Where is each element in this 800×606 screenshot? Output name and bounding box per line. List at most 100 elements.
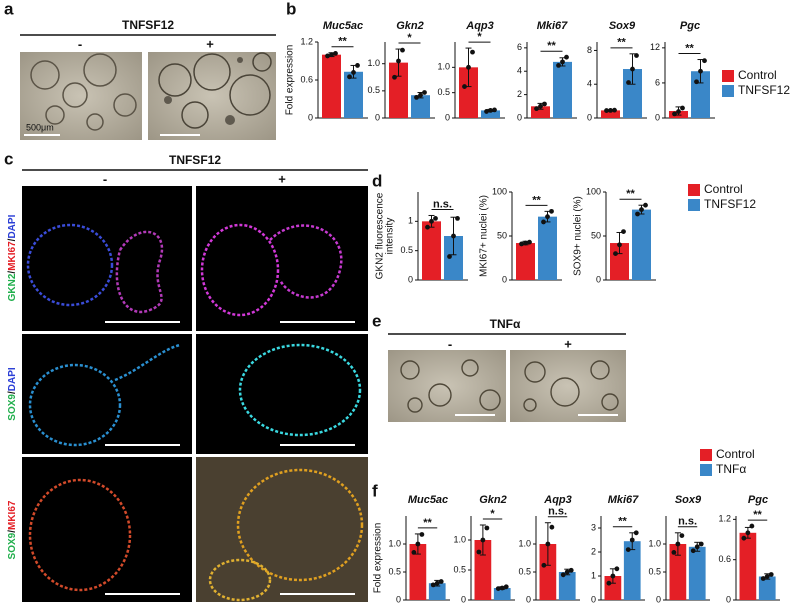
stain-part: / [7, 271, 18, 274]
legend-swatch [722, 85, 734, 97]
data-point [476, 549, 482, 555]
y-tick-label: 0.5 [518, 566, 531, 576]
y-tick-label: 0 [445, 112, 450, 122]
data-point [702, 58, 707, 64]
stain-part: SOX9 [7, 394, 18, 421]
data-point [429, 218, 434, 224]
stain-part: SOX9 [7, 532, 18, 559]
legend-label: Control [716, 447, 755, 461]
y-tick-label: 50 [591, 230, 601, 240]
bar [422, 221, 441, 280]
panel-letter: f [372, 481, 378, 500]
data-point [621, 229, 626, 235]
bar [516, 243, 535, 280]
chart-title: Sox9 [609, 20, 636, 32]
data-point [625, 547, 631, 552]
chart-title: Muc5ac [323, 20, 363, 32]
y-tick-label: 0 [526, 594, 531, 604]
bar [601, 110, 620, 118]
panel-letter: c [4, 149, 13, 168]
data-point [484, 525, 490, 531]
data-point [556, 62, 561, 68]
y-tick-label: 12 [650, 42, 660, 52]
legend-label: Control [704, 182, 743, 196]
data-point [451, 233, 456, 239]
y-axis-label: intensity [385, 218, 396, 255]
scale-label: 500μm [26, 122, 54, 132]
y-axis-label: MKI67+ nuclei (%) [479, 195, 490, 277]
y-tick-label: 0 [396, 594, 401, 604]
data-point [538, 103, 543, 109]
data-point [447, 254, 452, 259]
y-tick-label: 0.6 [300, 74, 313, 84]
data-point [741, 535, 747, 541]
data-point [499, 585, 505, 591]
condition-label: + [206, 36, 214, 51]
bar [688, 546, 706, 600]
y-tick-label: 4 [587, 79, 592, 89]
y-tick-label: 0 [308, 112, 313, 122]
data-point [629, 537, 635, 543]
y-tick-label: 6 [655, 77, 660, 87]
bar [553, 61, 572, 118]
treatment-header: TNFα [490, 317, 521, 331]
bar [444, 236, 463, 280]
condition-label: - [103, 171, 107, 186]
stain-part: MKI67 [7, 500, 18, 530]
y-tick-label: 1.0 [388, 538, 401, 548]
data-point [768, 572, 774, 577]
data-point [523, 240, 528, 246]
fluorescence-images [22, 186, 368, 602]
data-point [614, 566, 620, 572]
stain-part: MKI67 [7, 241, 18, 271]
stain-label: SOX9/MKI67 [7, 500, 18, 559]
data-point [415, 541, 421, 547]
data-point [764, 574, 770, 579]
brightfield-image [510, 350, 626, 422]
data-point [694, 544, 700, 550]
bar [481, 110, 500, 118]
significance-label: n.s. [433, 198, 452, 210]
y-axis-label: Fold expression [285, 45, 296, 116]
panel-letter: e [372, 311, 381, 330]
stain-label: GKN2/MKI67/DAPI [7, 214, 18, 301]
data-point [422, 90, 427, 95]
data-point [433, 216, 438, 221]
brightfield-image [148, 52, 276, 140]
significance-label: ** [547, 40, 556, 52]
data-point [564, 569, 570, 575]
chart-title: Mki67 [537, 20, 568, 32]
bar [669, 544, 687, 600]
data-point [643, 202, 648, 208]
data-point [355, 63, 360, 68]
bar [558, 572, 576, 600]
data-point [608, 108, 613, 113]
data-point [675, 541, 681, 547]
data-point [560, 59, 565, 65]
stain-part: / [7, 391, 18, 394]
data-point [329, 52, 334, 58]
y-tick-label: 0 [408, 274, 413, 284]
data-point [617, 242, 622, 248]
data-point [466, 64, 471, 70]
data-point [425, 224, 430, 230]
bar [474, 540, 492, 600]
chart-title: Sox9 [675, 494, 702, 506]
data-point [604, 108, 609, 113]
stain-label: SOX9/DAPI [7, 367, 18, 421]
data-point [690, 548, 696, 554]
data-point [333, 51, 338, 56]
y-tick-label: 1.2 [300, 36, 313, 46]
significance-label: * [490, 508, 495, 520]
data-point [484, 109, 489, 114]
data-point [635, 211, 640, 217]
bar [623, 541, 641, 600]
bar [411, 95, 430, 118]
data-point [434, 580, 440, 586]
y-tick-label: 1.0 [518, 538, 531, 548]
data-point [749, 523, 755, 529]
y-tick-label: 6 [517, 42, 522, 52]
data-point [564, 54, 569, 60]
y-tick-label: 0 [656, 594, 661, 604]
data-point [519, 241, 524, 247]
